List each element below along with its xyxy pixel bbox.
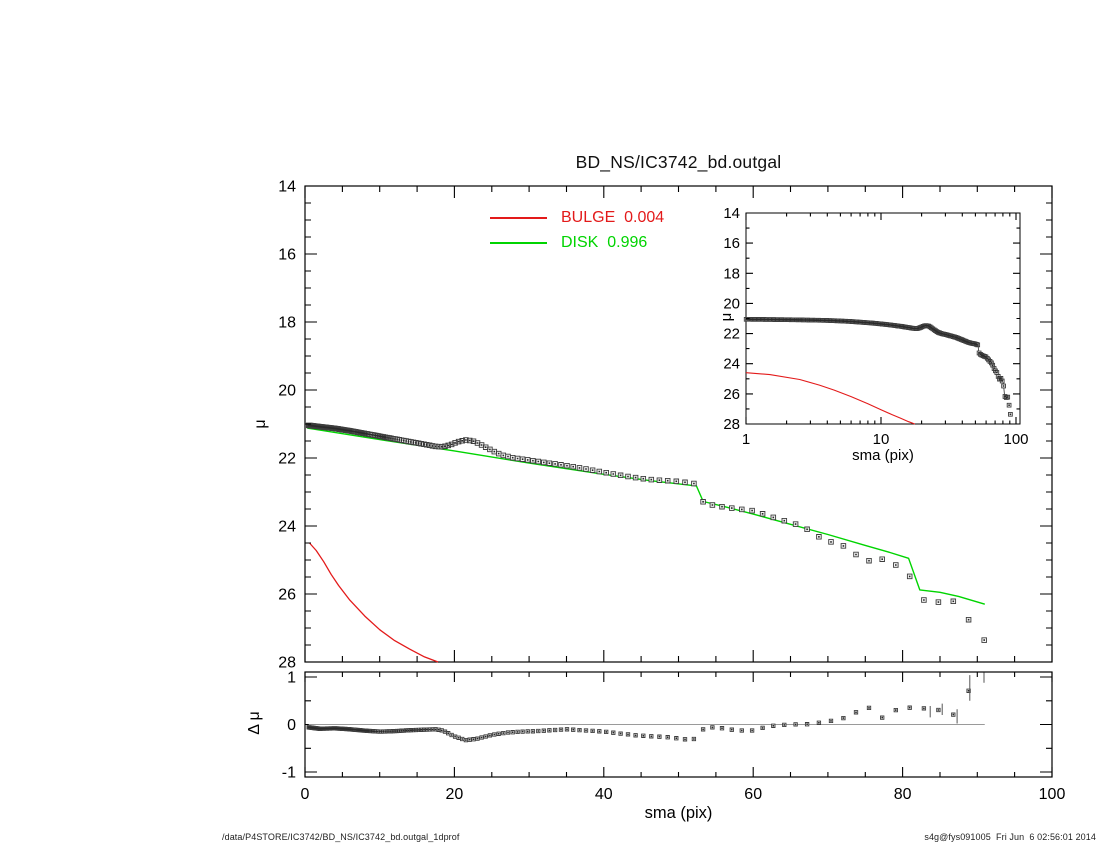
- residual-data-points-dots: [307, 690, 970, 741]
- tick-label: 26: [723, 386, 740, 403]
- tick-label: 18: [723, 265, 740, 282]
- residual-y-axis-label: Δ μ: [246, 711, 263, 735]
- disk-legend-label: DISK 0.996: [561, 234, 648, 251]
- disk-model-line: [307, 427, 985, 605]
- main-y-axis-label: μ: [252, 419, 269, 429]
- tick-label: 100: [1003, 431, 1028, 448]
- residual-data-points: [306, 688, 971, 743]
- tick-label: 0: [301, 786, 310, 803]
- residual-error-bars: [929, 672, 985, 724]
- footer-user-timestamp: s4g@fys091005 Fri Jun 6 02:56:01 2014: [924, 832, 1096, 842]
- inset-galaxy-points: [743, 316, 1013, 417]
- tick-label: 16: [723, 235, 740, 252]
- tick-label: 20: [278, 383, 296, 400]
- tick-label: 18: [278, 315, 296, 332]
- inset-galaxy-line: [786, 319, 1009, 399]
- tick-label: 60: [744, 786, 762, 803]
- tick-label: 28: [723, 416, 740, 433]
- inset-bulge-line: [745, 372, 915, 425]
- inset-y-axis-label: μ: [718, 312, 735, 322]
- tick-label: 14: [723, 205, 740, 222]
- bulge-legend-line: [490, 217, 547, 219]
- tick-label: 1: [287, 670, 296, 687]
- bulge-model-line: [309, 542, 439, 663]
- tick-label: 20: [723, 295, 740, 312]
- tick-label: 100: [1039, 786, 1066, 803]
- disk-legend-line: [490, 242, 547, 244]
- tick-label: -1: [282, 765, 296, 782]
- plot-title: BD_NS/IC3742_bd.outgal: [575, 152, 782, 172]
- tick-label: 40: [595, 786, 613, 803]
- tick-label: 22: [723, 326, 740, 343]
- bulge-legend-label: BULGE 0.004: [561, 209, 665, 226]
- tick-label: 26: [278, 587, 296, 604]
- footer-file-path: /data/P4STORE/IC3742/BD_NS/IC3742_bd.out…: [222, 832, 460, 842]
- tick-label: 28: [278, 655, 296, 672]
- x-axis-label: sma (pix): [644, 804, 713, 822]
- axis-ticks: [304, 185, 1053, 777]
- tick-label: 1: [742, 431, 750, 448]
- galaxy-data-points: [305, 422, 987, 643]
- tick-label: 80: [894, 786, 912, 803]
- tick-label: 24: [278, 519, 296, 536]
- inset-x-axis-label: sma (pix): [852, 447, 914, 464]
- tick-label: 20: [446, 786, 464, 803]
- tick-label: 22: [278, 451, 296, 468]
- tick-label: 14: [278, 179, 296, 196]
- tick-label: 24: [723, 356, 740, 373]
- tick-label: 16: [278, 247, 296, 264]
- tick-label: 10: [873, 431, 890, 448]
- tick-label: 0: [287, 717, 296, 734]
- inset-galaxy-points-dots: [745, 318, 1012, 416]
